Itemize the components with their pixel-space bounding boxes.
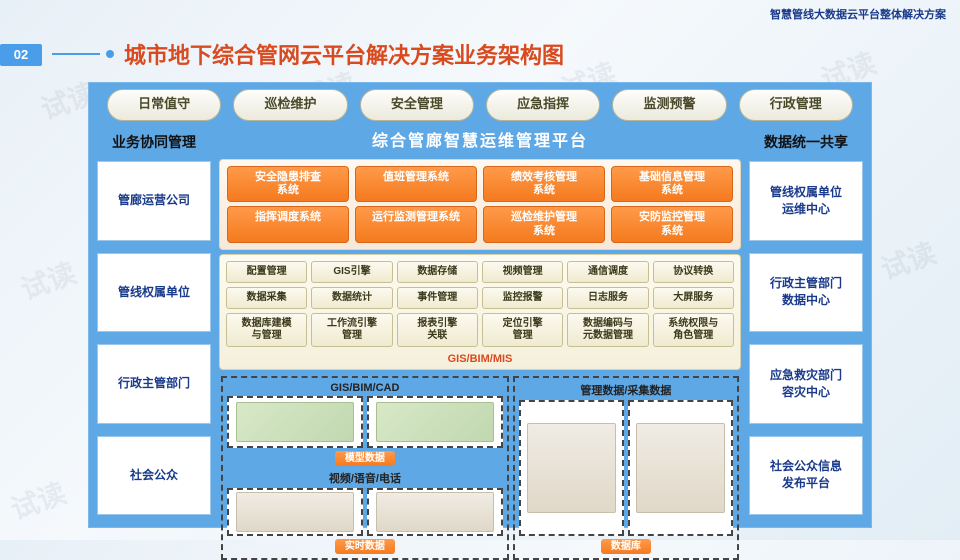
svc-event: 事件管理 (397, 287, 478, 309)
svc-stats: 数据统计 (311, 287, 392, 309)
model-label: 模型数据 (335, 451, 395, 466)
doc-subtitle: 智慧管线大数据云平台整体解决方案 (770, 6, 946, 22)
tab-safety: 安全管理 (360, 89, 474, 121)
dashed-left: GIS/BIM/CAD 模型数据 视频/语音/电话 实时数据 (221, 376, 509, 560)
svc-report: 报表引擎关联 (397, 313, 478, 347)
left-column: 业务协同管理 管廊运营公司 管线权属单位 行政主管部门 社会公众 (95, 129, 213, 521)
svc-video: 视频管理 (482, 261, 563, 283)
right-box-public: 社会公众信息发布平台 (749, 436, 863, 516)
svc-workflow: 工作流引擎管理 (311, 313, 392, 347)
svc-storage: 数据存储 (397, 261, 478, 283)
sys-dispatch: 指挥调度系统 (227, 206, 349, 242)
realtime-label: 实时数据 (335, 539, 395, 554)
dashed-right: 管理数据/采集数据 数据库 (513, 376, 739, 560)
realtime-title: 视频/语音/电话 (227, 470, 503, 486)
left-box-public: 社会公众 (97, 436, 211, 516)
realtime-img-2 (367, 488, 503, 536)
sys-safety: 安全隐患排查系统 (227, 166, 349, 202)
model-img-2 (367, 396, 503, 448)
watermark: 试读 (5, 472, 71, 529)
gis-bim-mis-label: GIS/BIM/MIS (224, 353, 736, 365)
db-img-2 (628, 400, 733, 536)
svc-auth: 系统权限与角色管理 (653, 313, 734, 347)
svc-alarm: 监控报警 (482, 287, 563, 309)
realtime-img-1 (227, 488, 363, 536)
title-line (52, 53, 100, 55)
svc-log: 日志服务 (567, 287, 648, 309)
sys-baseinfo: 基础信息管理系统 (611, 166, 733, 202)
architecture-diagram: 日常值守 巡检维护 安全管理 应急指挥 监测预警 行政管理 业务协同管理 管廊运… (88, 82, 872, 528)
watermark: 试读 (875, 232, 941, 289)
center-column: 综合管廊智慧运维管理平台 安全隐患排查系统 值班管理系统 绩效考核管理系统 基础… (219, 129, 741, 521)
left-box-admin: 行政主管部门 (97, 344, 211, 424)
model-title: GIS/BIM/CAD (227, 382, 503, 394)
tab-emergency: 应急指挥 (486, 89, 600, 121)
right-box-dr: 应急救灾部门容灾中心 (749, 344, 863, 424)
db-title: 管理数据/采集数据 (519, 382, 733, 398)
svc-protocol: 协议转换 (653, 261, 734, 283)
svc-collect: 数据采集 (226, 287, 307, 309)
sys-run: 运行监测管理系统 (355, 206, 477, 242)
left-header: 业务协同管理 (95, 129, 213, 155)
svc-comm: 通信调度 (567, 261, 648, 283)
tab-admin: 行政管理 (739, 89, 853, 121)
tab-monitor: 监测预警 (612, 89, 726, 121)
db-img-1 (519, 400, 624, 536)
tab-daily: 日常值守 (107, 89, 221, 121)
orange-band: 安全隐患排查系统 值班管理系统 绩效考核管理系统 基础信息管理系统 指挥调度系统… (219, 159, 741, 250)
svc-dbmodel: 数据库建模与管理 (226, 313, 307, 347)
center-header: 综合管廊智慧运维管理平台 (219, 129, 741, 155)
sys-patrol: 巡检维护管理系统 (483, 206, 605, 242)
svc-metadata: 数据编码与元数据管理 (567, 313, 648, 347)
svc-screen: 大屏服务 (653, 287, 734, 309)
model-img-1 (227, 396, 363, 448)
section-badge: 02 (0, 44, 42, 66)
svc-gis: GIS引擎 (311, 261, 392, 283)
data-sources-row: GIS/BIM/CAD 模型数据 视频/语音/电话 实时数据 (219, 374, 741, 558)
svc-config: 配置管理 (226, 261, 307, 283)
right-box-opscenter: 管线权属单位运维中心 (749, 161, 863, 241)
page-title-row: 城市地下综合管网云平台解决方案业务架构图 (52, 38, 564, 70)
title-dot (106, 50, 114, 58)
left-box-owner: 管线权属单位 (97, 253, 211, 333)
tab-inspection: 巡检维护 (233, 89, 347, 121)
cream-band: 配置管理 GIS引擎 数据存储 视频管理 通信调度 协议转换 数据采集 数据统计… (219, 254, 741, 370)
sys-perf: 绩效考核管理系统 (483, 166, 605, 202)
left-box-operator: 管廊运营公司 (97, 161, 211, 241)
sys-security: 安防监控管理系统 (611, 206, 733, 242)
page-title: 城市地下综合管网云平台解决方案业务架构图 (124, 38, 564, 70)
svc-locate: 定位引擎管理 (482, 313, 563, 347)
right-box-datacenter: 行政主管部门数据中心 (749, 253, 863, 333)
right-header: 数据统一共享 (747, 129, 865, 155)
right-column: 数据统一共享 管线权属单位运维中心 行政主管部门数据中心 应急救灾部门容灾中心 … (747, 129, 865, 521)
top-tabs: 日常值守 巡检维护 安全管理 应急指挥 监测预警 行政管理 (95, 89, 865, 121)
watermark: 试读 (15, 252, 81, 309)
db-label: 数据库 (601, 539, 651, 554)
sys-duty: 值班管理系统 (355, 166, 477, 202)
